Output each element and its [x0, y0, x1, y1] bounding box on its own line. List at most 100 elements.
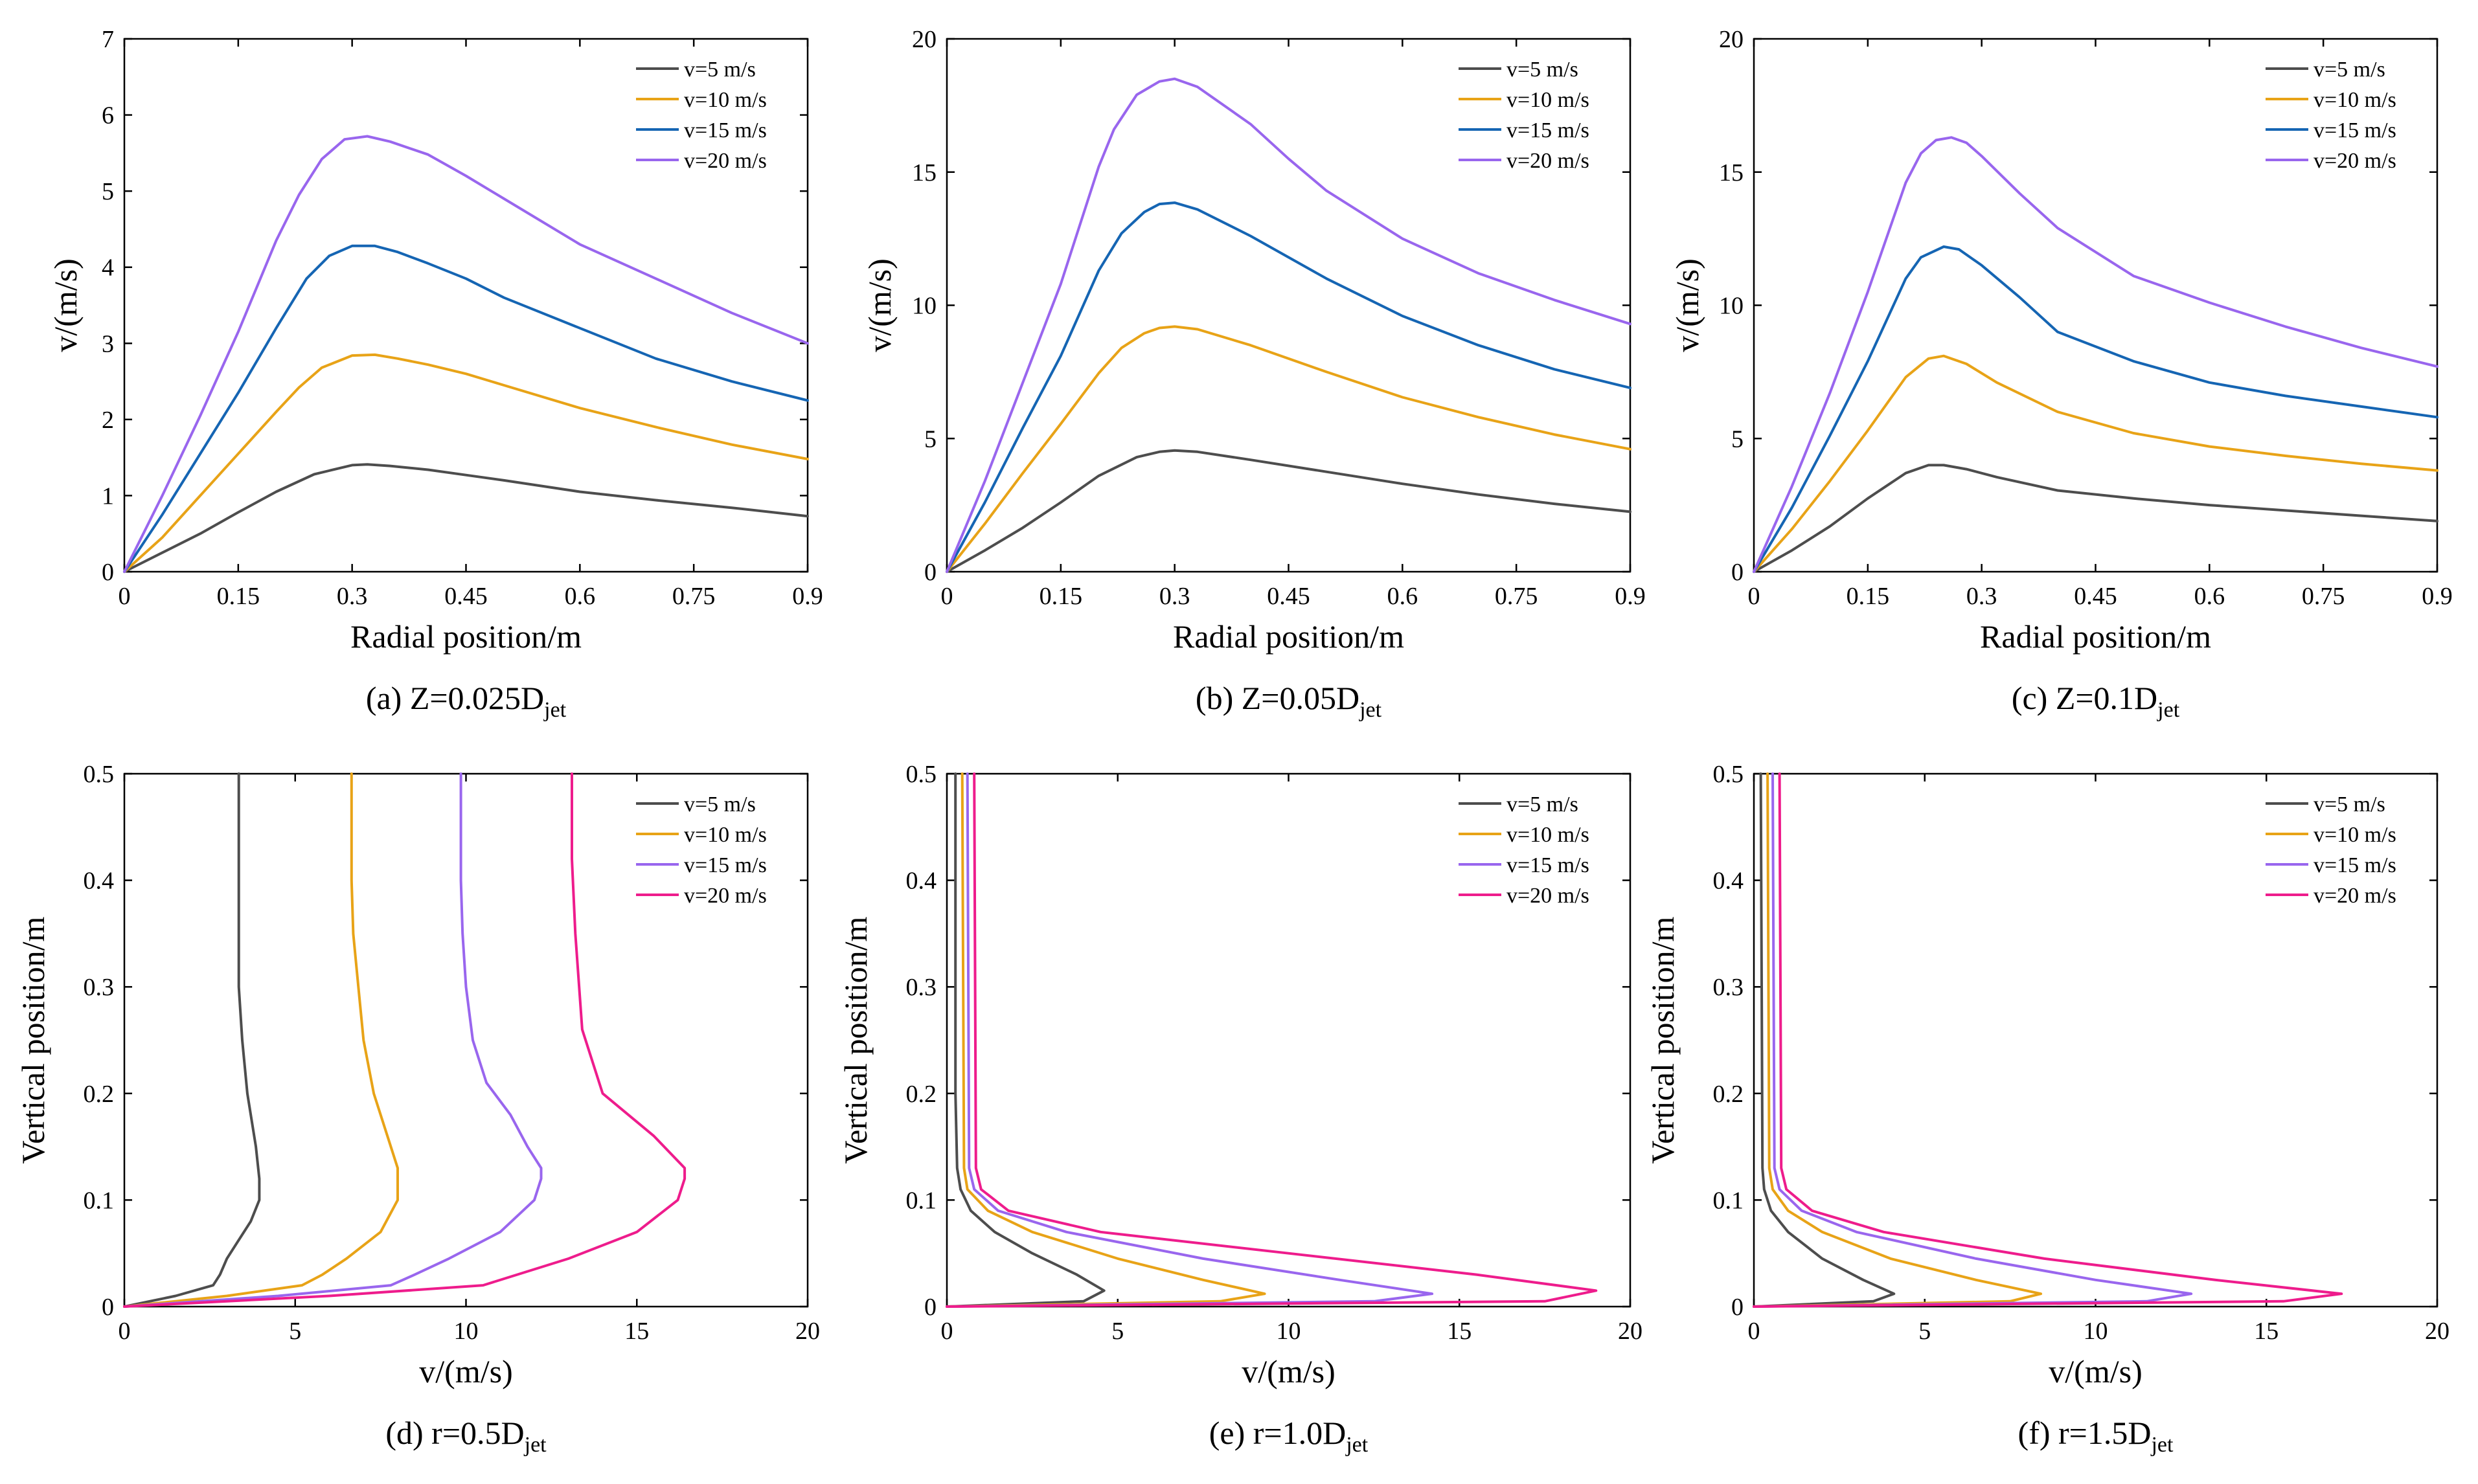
series-line-4 [1753, 136, 2438, 573]
caption-subscript: jet [1345, 1433, 1369, 1457]
legend-label: v=5 m/s [1506, 793, 1578, 816]
x-tick-label: 0.9 [792, 583, 823, 610]
series-line-3 [123, 244, 809, 573]
series-line-2 [946, 772, 1266, 1308]
series-line-2 [123, 772, 399, 1308]
x-tick-label: 15 [624, 1318, 649, 1345]
y-tick-label: 0.5 [1713, 761, 1744, 788]
y-tick-label: 7 [102, 26, 114, 53]
series-line-1 [946, 449, 1631, 573]
series-line-4 [123, 772, 687, 1308]
x-tick-label: 0 [1748, 583, 1760, 610]
y-tick-label: 5 [924, 425, 937, 453]
x-tick-label: 15 [1447, 1318, 1472, 1345]
y-tick-label: 1 [102, 482, 114, 510]
x-tick-label: 0.9 [1615, 583, 1646, 610]
legend: v=5 m/s v=10 m/s v=15 m/s v=20 m/s [636, 58, 767, 173]
y-axis-label: v/(m/s) [47, 258, 84, 352]
x-tick-label: 0 [119, 1318, 131, 1345]
x-tick-label: 0.15 [1847, 583, 1890, 610]
legend: v=5 m/s v=10 m/s v=15 m/s v=20 m/s [636, 793, 767, 908]
caption-subscript: jet [1359, 698, 1382, 722]
subplot-caption: (d) r=0.5Djet [385, 1415, 547, 1457]
series-line-1 [1753, 464, 2438, 573]
legend-label: v=10 m/s [2313, 823, 2396, 847]
x-tick-label: 0 [1748, 1318, 1760, 1345]
legend-label: v=15 m/s [684, 853, 767, 877]
x-tick-label: 5 [1918, 1318, 1931, 1345]
caption-subscript: jet [2150, 1433, 2174, 1457]
y-tick-label: 0.2 [906, 1081, 937, 1108]
legend-label: v=15 m/s [1506, 118, 1589, 142]
y-tick-label: 3 [102, 330, 114, 357]
subplot-c: 0 0.15 0.3 0.45 0.6 0.75 0.9 0 5 10 15 20 v=5 m/s v=1… [1669, 26, 2453, 722]
legend-label: v=15 m/s [2313, 118, 2396, 142]
y-tick-label: 0.2 [84, 1081, 115, 1108]
y-axis-label: v/(m/s) [861, 258, 898, 352]
series-line-3 [1753, 772, 2193, 1308]
x-tick-label: 0 [941, 1318, 953, 1345]
series-line-1 [123, 772, 261, 1308]
y-tick-label: 0.1 [906, 1187, 937, 1214]
legend-label: v=15 m/s [1506, 853, 1589, 877]
x-tick-label: 0 [119, 583, 131, 610]
x-tick-label: 10 [454, 1318, 479, 1345]
legend-label: v=20 m/s [2313, 149, 2396, 173]
series-line-1 [123, 463, 809, 573]
series-line-3 [123, 772, 543, 1308]
series-line-2 [1753, 772, 2043, 1308]
caption-subscript: jet [543, 698, 567, 722]
y-tick-label: 5 [1731, 425, 1744, 453]
caption-subscript: jet [524, 1433, 547, 1457]
y-tick-label: 0 [924, 559, 937, 586]
y-axis-label: Vertical position/m [1644, 916, 1681, 1164]
legend-label: v=20 m/s [2313, 884, 2396, 908]
y-tick-label: 15 [912, 159, 937, 186]
x-tick-label: 10 [1277, 1318, 1301, 1345]
y-axis-label: Vertical position/m [15, 916, 51, 1164]
x-tick-label: 5 [289, 1318, 301, 1345]
x-axis-label: v/(m/s) [1242, 1353, 1335, 1389]
y-axis-label: v/(m/s) [1669, 258, 1705, 352]
y-axis-label: Vertical position/m [837, 916, 874, 1164]
legend-label: v=20 m/s [1506, 149, 1589, 173]
legend-label: v=5 m/s [684, 793, 756, 816]
y-tick-label: 0.1 [1713, 1187, 1744, 1214]
y-tick-label: 0.4 [84, 868, 115, 895]
subplot-caption: (a) Z=0.025Djet [366, 680, 567, 722]
x-tick-label: 0.6 [2194, 583, 2225, 610]
x-tick-label: 20 [1618, 1318, 1643, 1345]
y-tick-label: 0.3 [84, 974, 115, 1001]
y-tick-label: 0.3 [906, 974, 937, 1001]
y-tick-label: 0.1 [84, 1187, 115, 1214]
y-tick-label: 20 [1719, 26, 1744, 53]
y-tick-label: 0.4 [906, 868, 937, 895]
x-tick-label: 0.15 [217, 583, 260, 610]
legend: v=5 m/s v=10 m/s v=15 m/s v=20 m/s [1459, 58, 1589, 173]
x-axis-label: Radial position/m [350, 618, 582, 655]
x-tick-label: 0.9 [2422, 583, 2453, 610]
series-line-3 [1753, 245, 2438, 573]
y-tick-label: 6 [102, 102, 114, 129]
y-tick-label: 0.3 [1713, 974, 1744, 1001]
series-line-4 [946, 77, 1631, 573]
series-line-1 [946, 772, 1106, 1308]
y-tick-label: 5 [102, 178, 114, 205]
legend-label: v=10 m/s [1506, 88, 1589, 112]
series-line-2 [1753, 354, 2438, 573]
subplot-caption: (f) r=1.5Djet [2018, 1415, 2174, 1457]
series-line-3 [946, 772, 1434, 1308]
x-tick-label: 0.75 [1495, 583, 1538, 610]
subplot-b: 0 0.15 0.3 0.45 0.6 0.75 0.9 0 5 10 15 20 v=5 m/s v=1… [861, 26, 1646, 722]
x-axis-label: Radial position/m [1980, 618, 2211, 655]
legend-label: v=10 m/s [684, 823, 767, 847]
x-tick-label: 15 [2254, 1318, 2279, 1345]
y-tick-label: 0.5 [906, 761, 937, 788]
legend-label: v=5 m/s [1506, 58, 1578, 82]
legend-label: v=20 m/s [684, 149, 767, 173]
series-line-4 [946, 772, 1598, 1308]
y-tick-label: 0.2 [1713, 1081, 1744, 1108]
